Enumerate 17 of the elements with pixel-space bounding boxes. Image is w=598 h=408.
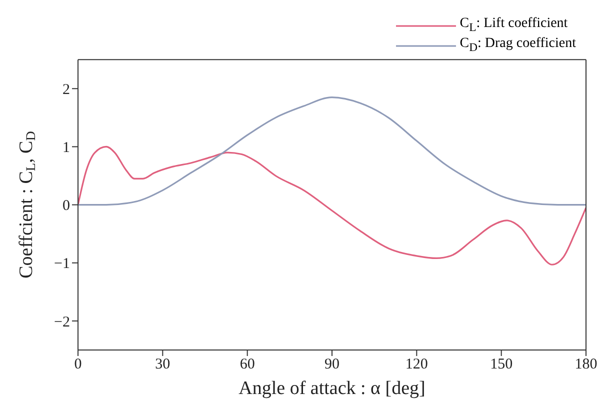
y-tick-label: 2 [62,82,70,98]
line-series [78,146,586,266]
x-tick-label: 120 [405,356,428,373]
line-series [78,96,586,206]
y-tick-label: 1 [62,140,70,156]
y-tick-label: −1 [54,256,70,272]
y-tick-label: −2 [54,314,70,330]
x-tick-label: 0 [74,356,82,373]
x-tick-label: 180 [574,356,598,373]
x-tick-label: 30 [155,356,170,373]
legend-label: C$_{D}$: Drag coefficient [460,36,576,54]
x-tick-label: 60 [240,356,255,373]
x-axis-title: Angle of attack : α [deg] [238,378,426,399]
y-tick-label: 0 [62,198,70,214]
x-tick-label: 150 [490,356,513,373]
legend-label: C$_{L}$: Lift coefficient [460,16,568,34]
x-tick-label: 90 [324,356,340,373]
